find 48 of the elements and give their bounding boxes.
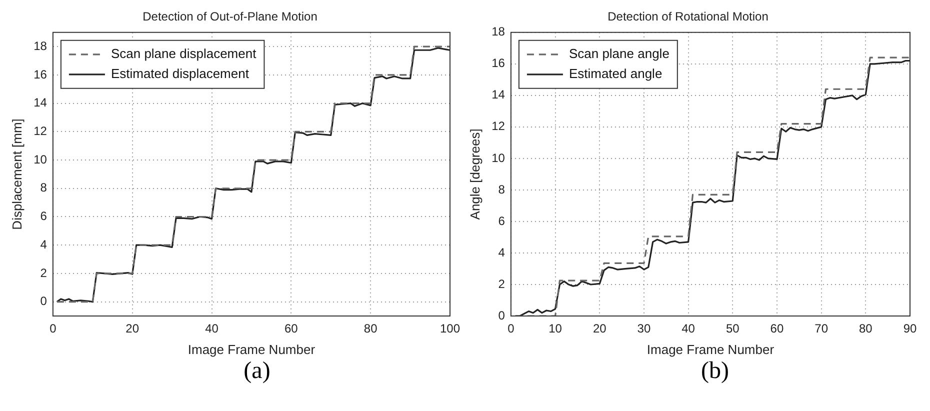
y-tick-label: 12	[492, 119, 506, 134]
y-tick-label: 2	[498, 276, 506, 291]
x-tick-label: 80	[364, 322, 378, 336]
x-tick-label: 0	[50, 322, 57, 336]
x-tick-label: 100	[440, 322, 460, 336]
x-tick-label: 20	[592, 322, 607, 336]
legend-label: Estimated displacement	[110, 66, 250, 81]
y-tick-label: 18	[492, 24, 506, 39]
x-tick-label: 20	[126, 322, 140, 336]
x-tick-label: 70	[814, 322, 828, 336]
x-axis-title: Image Frame Number	[188, 342, 316, 357]
y-tick-label: 8	[40, 180, 48, 195]
x-tick-label: 90	[903, 322, 917, 336]
x-tick-label: 60	[284, 322, 298, 336]
y-tick-label: 14	[492, 88, 506, 102]
y-tick-label: 8	[498, 182, 506, 196]
y-tick-label: 6	[40, 209, 48, 224]
chart-title: Detection of Rotational Motion	[608, 10, 768, 24]
text: (a)	[242, 358, 272, 385]
y-tick-label: 0	[498, 308, 506, 322]
y-tick-label: 6	[498, 214, 506, 228]
y-tick-label: 4	[40, 237, 48, 252]
chart-title: Detection of Out-of-Plane Motion	[142, 10, 318, 24]
x-tick-label: 40	[205, 322, 219, 336]
legend-label: Scan plane angle	[568, 46, 670, 61]
y-tick-label: 12	[34, 124, 48, 138]
y-axis-title: Angle [degrees]	[467, 128, 482, 220]
y-axis-title: Displacement [mm]	[9, 118, 24, 230]
y-tick-label: 10	[492, 150, 506, 165]
x-tick-label: 80	[858, 322, 873, 336]
y-tick-label: 4	[498, 245, 506, 260]
legend-label: Estimated angle	[568, 66, 662, 81]
y-tick-label: 14	[34, 96, 48, 110]
y-tick-label: 2	[40, 266, 48, 280]
x-tick-label: 0	[508, 322, 515, 336]
x-tick-label: 10	[548, 322, 562, 336]
x-axis-title: Image Frame Number	[646, 342, 775, 357]
y-tick-label: 16	[492, 56, 506, 70]
text: (b)	[700, 358, 730, 385]
y-tick-label: 0	[40, 294, 48, 308]
x-tick-label: 40	[682, 322, 696, 336]
legend-label: Scan plane displacement	[110, 46, 257, 61]
y-tick-label: 10	[34, 152, 48, 166]
y-tick-label: 18	[34, 38, 48, 53]
x-tick-label: 30	[637, 322, 651, 336]
y-tick-label: 16	[34, 67, 48, 82]
x-tick-label: 60	[770, 322, 784, 336]
x-tick-label: 50	[726, 322, 740, 336]
